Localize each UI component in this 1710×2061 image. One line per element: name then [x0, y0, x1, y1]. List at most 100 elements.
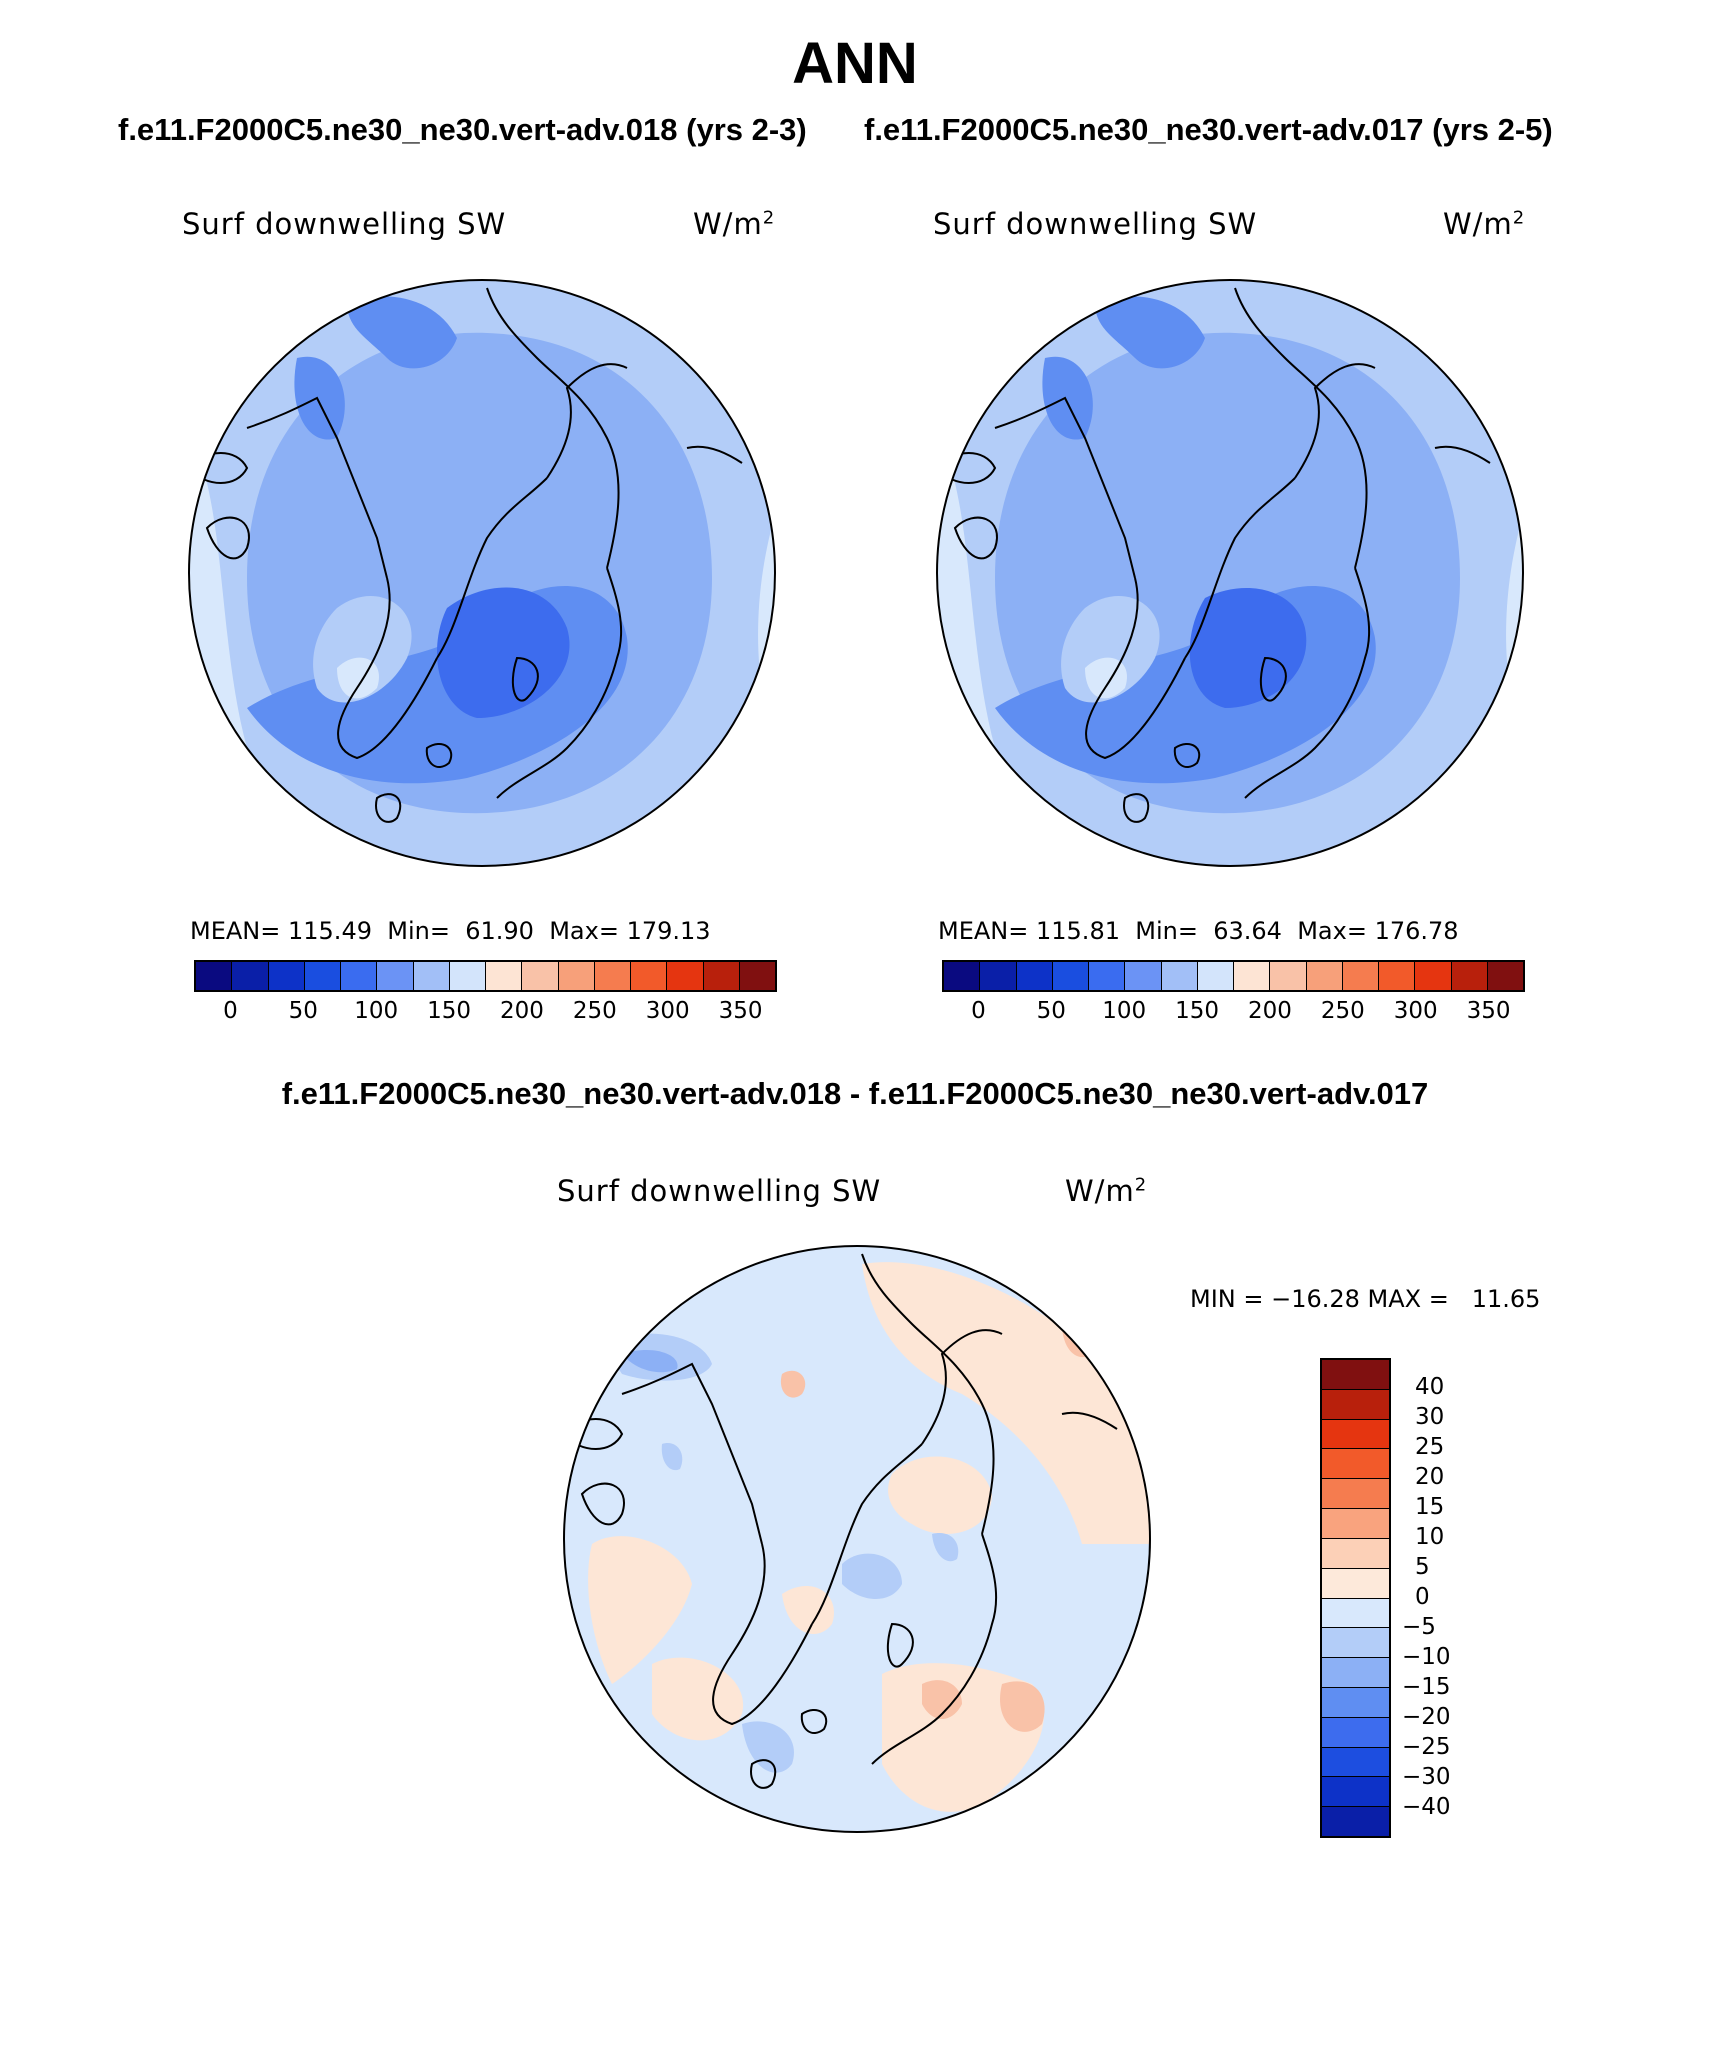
colorbar-swatch	[667, 962, 704, 990]
colorbar-swatch	[980, 962, 1017, 990]
stats-left: MEAN= 115.49 Min= 61.90 Max= 179.13	[190, 917, 711, 945]
diff-title: f.e11.F2000C5.ne30_ne30.vert-adv.018 - f…	[281, 1076, 1429, 1111]
colorbar-swatch	[1322, 1777, 1389, 1808]
colorbar-swatch	[739, 962, 775, 990]
variable-label-right: Surf downwelling SW	[933, 207, 1258, 241]
colorbar-tick-label: 30	[1415, 1404, 1445, 1430]
colorbar-swatch	[1451, 962, 1488, 990]
colorbar-swatch	[1322, 1598, 1389, 1629]
colorbar-swatch	[1322, 1538, 1389, 1569]
main-title: ANN	[792, 31, 918, 96]
colorbar-tick-label: 25	[1415, 1434, 1445, 1460]
colorbar-swatch	[1379, 962, 1416, 990]
colorbar-swatch	[1052, 962, 1089, 990]
colorbar-tick-label: −10	[1402, 1644, 1451, 1670]
colorbar-swatch	[1322, 1389, 1389, 1420]
diff-min-max: MIN = −16.28 MAX = 11.65	[1190, 1285, 1541, 1313]
colorbar-tick-label: 150	[427, 998, 472, 1024]
colorbar-swatch	[1487, 962, 1523, 990]
colorbar-tick-label: 40	[1415, 1374, 1445, 1400]
colorbar-swatch	[1234, 962, 1271, 990]
variable-label-diff: Surf downwelling SW	[557, 1174, 882, 1208]
colorbar-tick-label: 5	[1415, 1554, 1430, 1580]
colorbar-ticks-left: 0 50 100 150 200 250 300 350	[194, 998, 777, 1028]
units-label-diff: W/m2	[1065, 1174, 1148, 1208]
colorbar-tick-label: 100	[1102, 998, 1147, 1024]
colorbar-tick-label: 200	[1247, 998, 1292, 1024]
colorbar-tick-label: −30	[1402, 1764, 1451, 1790]
colorbar-tick-label: 350	[718, 998, 763, 1024]
colorbar-swatch	[1322, 1628, 1389, 1659]
colorbar-tick-label: −15	[1402, 1674, 1451, 1700]
colorbar-tick-label: 10	[1415, 1524, 1445, 1550]
colorbar-left	[194, 960, 777, 992]
colorbar-diff	[1320, 1358, 1391, 1838]
colorbar-swatch	[631, 962, 668, 990]
colorbar-swatch	[703, 962, 740, 990]
colorbar-tick-label: 0	[1415, 1584, 1430, 1610]
colorbar-swatch	[1322, 1479, 1389, 1510]
colorbar-swatch	[1322, 1717, 1389, 1748]
colorbar-swatch	[1415, 962, 1452, 990]
colorbar-tick-label: −20	[1402, 1704, 1451, 1730]
colorbar-swatch	[1322, 1360, 1389, 1390]
colorbar-tick-label: 15	[1415, 1494, 1445, 1520]
colorbar-swatch	[232, 962, 269, 990]
colorbar-swatch	[1342, 962, 1379, 990]
colorbar-swatch	[486, 962, 523, 990]
colorbar-swatch	[944, 962, 981, 990]
colorbar-tick-label: 350	[1466, 998, 1511, 1024]
colorbar-swatch	[413, 962, 450, 990]
colorbar-tick-label: 150	[1175, 998, 1220, 1024]
colorbar-tick-label: 200	[499, 998, 544, 1024]
polar-map-diff	[563, 1245, 1151, 1833]
colorbar-swatch	[377, 962, 414, 990]
colorbar-tick-label: 100	[354, 998, 399, 1024]
polar-map-left	[188, 279, 776, 867]
colorbar-tick-label: 300	[645, 998, 690, 1024]
colorbar-tick-label: −25	[1402, 1734, 1451, 1760]
colorbar-ticks-right: 0 50 100 150 200 250 300 350	[942, 998, 1525, 1028]
colorbar-tick-label: 0	[223, 998, 238, 1024]
colorbar-swatch	[268, 962, 305, 990]
colorbar-swatch	[594, 962, 631, 990]
colorbar-swatch	[1322, 1449, 1389, 1480]
colorbar-swatch	[1322, 1807, 1389, 1836]
colorbar-swatch	[1125, 962, 1162, 990]
colorbar-swatch	[558, 962, 595, 990]
colorbar-swatch	[1306, 962, 1343, 990]
colorbar-tick-label: 50	[288, 998, 318, 1024]
colorbar-swatch	[1322, 1509, 1389, 1539]
colorbar-swatch	[1322, 1687, 1389, 1718]
colorbar-right	[942, 960, 1525, 992]
colorbar-tick-label: −40	[1402, 1794, 1451, 1820]
colorbar-swatch	[449, 962, 486, 990]
units-label-left: W/m2	[693, 207, 776, 241]
case-title-right: f.e11.F2000C5.ne30_ne30.vert-adv.017 (yr…	[864, 112, 1553, 147]
variable-label-left: Surf downwelling SW	[182, 207, 507, 241]
stats-right: MEAN= 115.81 Min= 63.64 Max= 176.78	[938, 917, 1459, 945]
colorbar-swatch	[304, 962, 341, 990]
colorbar-swatch	[1161, 962, 1198, 990]
colorbar-swatch	[522, 962, 559, 990]
colorbar-tick-label: −5	[1402, 1614, 1436, 1640]
colorbar-tick-label: 50	[1036, 998, 1066, 1024]
colorbar-swatch	[1322, 1568, 1389, 1599]
colorbar-swatch	[1322, 1419, 1389, 1450]
colorbar-ticks-diff: 40 30 25 20 15 10 5 0 −5 −10 −15 −20 −25 −30 −40	[1402, 1358, 1482, 1838]
units-label-right: W/m2	[1443, 207, 1526, 241]
colorbar-swatch	[1089, 962, 1126, 990]
colorbar-swatch	[1016, 962, 1053, 990]
colorbar-tick-label: 300	[1393, 998, 1438, 1024]
colorbar-tick-label: 250	[1320, 998, 1365, 1024]
colorbar-tick-label: 20	[1415, 1464, 1445, 1490]
colorbar-tick-label: 250	[572, 998, 617, 1024]
colorbar-swatch	[1322, 1747, 1389, 1778]
colorbar-tick-label: 0	[971, 998, 986, 1024]
case-title-left: f.e11.F2000C5.ne30_ne30.vert-adv.018 (yr…	[118, 112, 807, 147]
colorbar-swatch	[1197, 962, 1234, 990]
colorbar-swatch	[1270, 962, 1307, 990]
colorbar-swatch	[1322, 1658, 1389, 1688]
colorbar-swatch	[341, 962, 378, 990]
colorbar-swatch	[196, 962, 233, 990]
